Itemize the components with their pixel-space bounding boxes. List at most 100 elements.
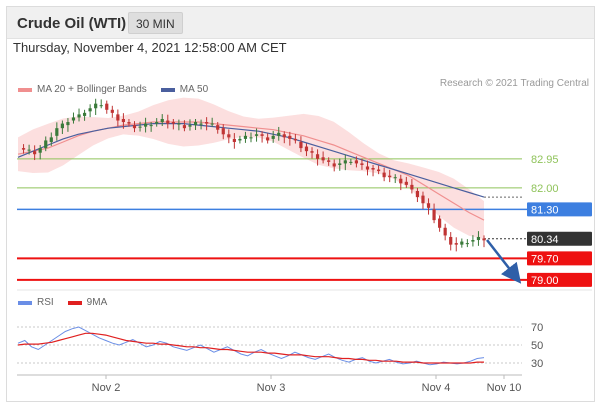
candle-body	[49, 137, 53, 142]
candle-body	[188, 125, 192, 127]
candle-body	[110, 109, 114, 113]
legend-ma20-label: MA 20 + Bollinger Bands	[37, 84, 147, 95]
candle-body	[432, 209, 436, 221]
candle-body	[138, 126, 142, 128]
candle-body	[149, 125, 153, 127]
candle-body	[21, 148, 26, 150]
candle-body	[177, 123, 181, 125]
level-tag-79.70: 79.70	[531, 253, 559, 265]
candle-body	[271, 135, 275, 139]
level-tag-79.00: 79.00	[531, 275, 559, 287]
rsi-line	[17, 326, 485, 366]
level-tag-bg-79.70	[527, 251, 592, 266]
candle-body	[343, 160, 347, 164]
candle-body	[38, 148, 42, 153]
level-tag-bg-79.00	[527, 272, 592, 287]
x-label-2: Nov 4	[422, 382, 451, 394]
candle-body	[127, 122, 131, 124]
candle-body	[193, 122, 198, 126]
candle-body	[393, 177, 397, 179]
level-tag-81.30: 81.30	[531, 204, 559, 216]
candle-body	[471, 240, 475, 242]
rsi-tick-70: 70	[531, 322, 543, 334]
rsi-legend: RSI 9MA	[18, 297, 121, 308]
candle-body	[360, 163, 364, 165]
legend-rsi-label: RSI	[37, 297, 54, 308]
legend-rsi-swatch	[18, 300, 32, 305]
candlesticks	[21, 98, 486, 252]
candle-body	[315, 154, 320, 159]
candle-body	[243, 135, 248, 139]
candle-body	[282, 134, 286, 138]
candle-body	[426, 203, 431, 208]
candle-body	[82, 112, 87, 116]
moving-averages	[17, 121, 485, 221]
ma50-line	[17, 123, 485, 198]
candle-body	[438, 218, 442, 228]
chart-widget: Crude Oil (WTI) 30 MIN	[6, 6, 595, 402]
level-tag-bg-80.34	[527, 231, 592, 246]
candle-body	[160, 118, 164, 123]
candle-body	[216, 125, 220, 130]
candle-body	[371, 168, 375, 170]
bollinger-band-area	[18, 97, 484, 240]
candle-body	[210, 123, 214, 125]
candle-body	[182, 125, 187, 129]
candle-body	[60, 123, 64, 129]
candle-body	[88, 108, 92, 112]
legend-9ma-swatch	[67, 300, 82, 305]
price-levels	[17, 158, 527, 281]
candle-body	[404, 181, 408, 185]
x-label-1: Nov 3	[257, 382, 286, 394]
x-label-0: Nov 2	[92, 382, 121, 394]
candle-body	[221, 128, 225, 135]
candle-body	[449, 236, 453, 245]
timeframe-badge[interactable]: 30 MIN	[128, 12, 183, 34]
candle-body	[71, 117, 76, 121]
candle-body	[293, 138, 297, 141]
legend-ma20: MA 20 + Bollinger Bands	[18, 84, 147, 95]
candle-body	[465, 243, 469, 245]
candle-body	[482, 238, 486, 241]
forecast-arrow-line	[486, 239, 522, 284]
candle-body	[105, 103, 109, 110]
rsi-tick-30: 30	[531, 358, 543, 370]
price-legend: MA 20 + Bollinger Bands MA 50	[18, 84, 222, 95]
candle-body	[310, 151, 314, 153]
candle-body	[349, 161, 353, 163]
candle-body	[399, 178, 403, 184]
candle-body	[415, 191, 420, 198]
legend-9ma-label: 9MA	[86, 297, 108, 308]
bollinger-bands	[18, 97, 484, 240]
candle-body	[155, 122, 159, 124]
candle-body	[299, 141, 303, 149]
candle-body	[388, 175, 392, 178]
candle-body	[116, 114, 120, 121]
candle-body	[132, 125, 137, 129]
rsi-ma-line	[17, 332, 484, 364]
candle-body	[27, 149, 31, 151]
candle-body	[454, 243, 458, 245]
candle-body	[327, 160, 331, 162]
candle-body	[249, 137, 253, 139]
level-tag-bg-81.30	[527, 202, 592, 217]
candle-body	[44, 140, 48, 149]
candle-body	[238, 138, 242, 141]
candle-body	[199, 123, 203, 125]
candle-body	[476, 236, 481, 241]
candle-body	[205, 122, 209, 124]
candle-body	[410, 184, 414, 190]
candle-body	[94, 103, 98, 109]
level-tag-82.00: 82.00	[531, 183, 559, 195]
candle-body	[33, 151, 37, 155]
legend-ma50: MA 50	[160, 84, 208, 95]
candle-body	[232, 138, 236, 142]
candle-body	[421, 195, 425, 204]
candle-body	[277, 132, 281, 136]
x-axis-labels: Nov 2 Nov 3 Nov 4 Nov 10	[92, 375, 521, 394]
legend-rsi: RSI	[18, 297, 54, 308]
candle-body	[376, 169, 381, 172]
legend-9ma: 9MA	[67, 297, 108, 308]
rsi-lines	[17, 326, 485, 366]
level-tag-82.95: 82.95	[531, 154, 559, 166]
